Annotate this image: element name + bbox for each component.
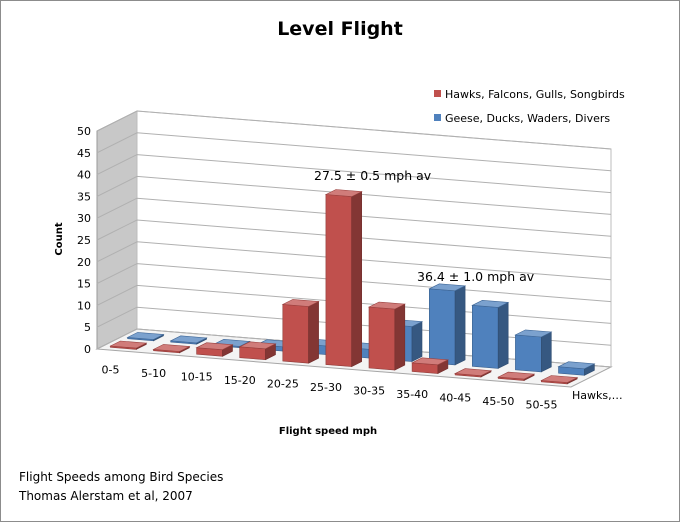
bar — [540, 375, 579, 385]
chart-title: Level Flight — [277, 18, 403, 40]
bar-series-hawks — [109, 189, 579, 385]
bar — [324, 189, 363, 368]
bar — [195, 342, 234, 357]
x-tick-label: 35-40 — [396, 388, 428, 401]
bar — [126, 332, 165, 342]
y-tick-label: 20 — [77, 256, 91, 269]
bar — [169, 335, 208, 345]
x-tick-label: 50-55 — [526, 398, 558, 411]
bar — [410, 357, 450, 374]
bar — [152, 344, 191, 354]
bar — [454, 368, 493, 378]
bar — [497, 371, 536, 381]
gridline — [96, 154, 612, 194]
x-tick-label: 45-50 — [482, 395, 514, 408]
x-tick-label: 15-20 — [224, 374, 256, 387]
gridline — [96, 110, 612, 150]
y-tick-label: 45 — [77, 147, 91, 160]
x-tick-label: 40-45 — [439, 391, 471, 404]
gridline — [96, 219, 612, 259]
legend: Hawks, Falcons, Gulls, Songbirds Geese, … — [434, 88, 625, 125]
annotation-hawks-average: 27.5 ± 0.5 mph av — [314, 168, 432, 183]
legend-swatch-geese — [434, 114, 441, 121]
bar — [238, 341, 277, 361]
y-axis-ticks: 0 5 10 15 20 25 30 35 40 45 50 — [77, 125, 91, 356]
y-axis-label: Count — [54, 222, 65, 255]
x-tick-label: 30-35 — [353, 385, 385, 398]
gridline — [96, 241, 612, 281]
legend-swatch-hawks — [434, 90, 441, 97]
y-tick-label: 10 — [77, 299, 91, 312]
bar — [471, 299, 510, 369]
legend-label-geese: Geese, Ducks, Waders, Divers — [445, 112, 610, 125]
x-tick-label: 10-15 — [181, 371, 213, 384]
x-tick-label: 0-5 — [102, 364, 120, 377]
legend-item-geese: Geese, Ducks, Waders, Divers — [434, 112, 610, 125]
source-line-1: Flight Speeds among Bird Species — [19, 470, 223, 484]
y-tick-label: 25 — [77, 234, 91, 247]
y-tick-label: 35 — [77, 190, 91, 203]
bar — [281, 299, 320, 364]
bar-marks — [109, 189, 596, 385]
x-tick-label: 20-25 — [267, 378, 299, 391]
bar — [428, 283, 467, 366]
gridline — [96, 132, 612, 172]
bar — [514, 329, 553, 373]
bar — [557, 361, 596, 376]
y-tick-label: 30 — [77, 212, 91, 225]
x-axis-label: Flight speed mph — [279, 426, 377, 437]
y-tick-label: 40 — [77, 169, 91, 182]
bar — [367, 301, 406, 371]
y-tick-label: 15 — [77, 278, 91, 291]
legend-item-hawks: Hawks, Falcons, Gulls, Songbirds — [434, 88, 625, 101]
legend-label-hawks: Hawks, Falcons, Gulls, Songbirds — [445, 88, 625, 101]
annotation-geese-average: 36.4 ± 1.0 mph av — [417, 269, 535, 284]
gridline — [96, 175, 612, 215]
gridline — [96, 197, 612, 237]
x-axis-ticks: 0-5 5-10 10-15 15-20 20-25 25-30 30-35 35-40 40-… — [102, 364, 558, 412]
bar — [109, 340, 148, 350]
y-tick-label: 50 — [77, 125, 91, 138]
y-tick-label: 5 — [84, 321, 91, 334]
x-tick-label: 25-30 — [310, 381, 342, 394]
x-tick-label: 5-10 — [141, 367, 166, 380]
source-line-2: Thomas Alerstam et al, 2007 — [18, 489, 193, 503]
depth-axis-label: Hawks,… — [572, 389, 623, 402]
y-tick-label: 0 — [84, 343, 91, 356]
